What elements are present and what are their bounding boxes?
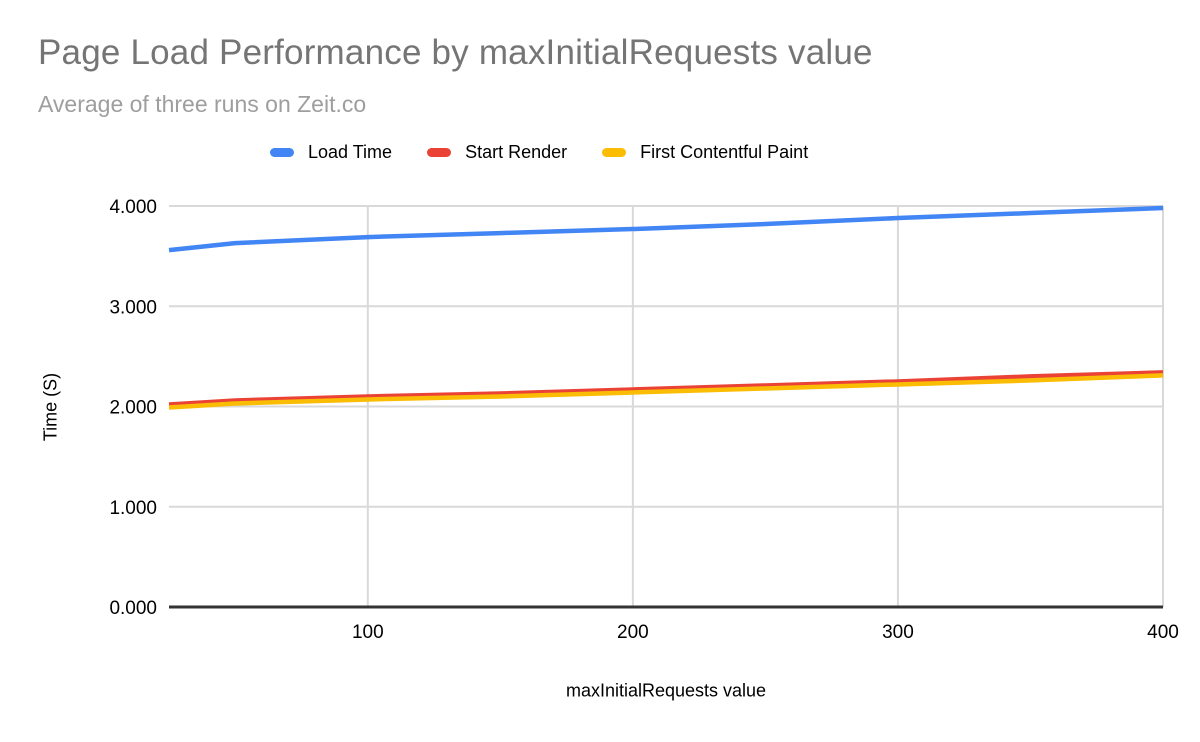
- y-tick-label-3.000: 3.000: [109, 297, 157, 318]
- y-axis-title: Time (S): [40, 372, 61, 442]
- x-tick-label-100: 100: [352, 622, 384, 643]
- legend-item-3: First Contentful Paint: [602, 142, 808, 163]
- y-tick-label-4.000: 4.000: [109, 197, 157, 218]
- legend-label: First Contentful Paint: [640, 142, 809, 162]
- x-tick-label-200: 200: [617, 622, 649, 643]
- series-line-first-contentful-paint: [168, 373, 1164, 410]
- chart-subtitle: Average of three runs on Zeit.co: [38, 91, 367, 117]
- y-tick-label-0.000: 0.000: [109, 598, 157, 619]
- x-tick-label-400: 400: [1147, 622, 1179, 643]
- chart-title: Page Load Performance by maxInitialReque…: [38, 33, 873, 72]
- legend-label: Start Render: [465, 142, 568, 162]
- series-line-start-render: [168, 370, 1164, 407]
- legend-item-1: Load Time: [270, 142, 392, 163]
- x-axis-title: maxInitialRequests value: [565, 680, 767, 701]
- y-tick-label-1.000: 1.000: [109, 498, 157, 519]
- chart-legend: Load Time Start Render First Contentful Pa…: [270, 142, 808, 163]
- legend-item-2: Start Render: [427, 142, 567, 163]
- legend-label: Load Time: [308, 142, 393, 162]
- series-line-load-time: [168, 205, 1164, 253]
- x-tick-label-300: 300: [882, 622, 914, 643]
- legend-swatch-icon: [602, 148, 627, 157]
- legend-swatch-icon: [270, 148, 294, 157]
- y-tick-label-2.000: 2.000: [109, 398, 157, 419]
- legend-swatch-icon: [427, 148, 452, 157]
